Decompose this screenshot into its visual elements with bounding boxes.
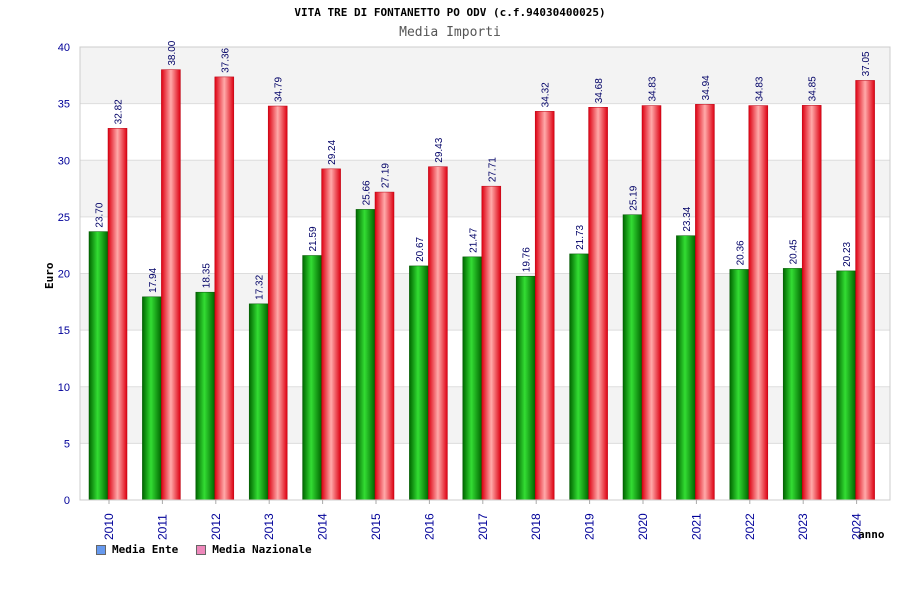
bar-media-ente xyxy=(836,270,856,501)
data-label-media-ente: 25.66 xyxy=(362,180,373,205)
data-label-media-nazionale: 37.36 xyxy=(220,47,231,72)
plot-border xyxy=(79,46,891,501)
x-tick-label: 2012 xyxy=(209,513,223,540)
x-tick-label: 2023 xyxy=(796,513,810,540)
x-tick-label: 2010 xyxy=(102,513,116,540)
y-tick-label: 10 xyxy=(58,382,70,394)
bar-media-ente xyxy=(782,268,803,501)
bar-media-nazionale xyxy=(695,104,715,501)
x-tick-label: 2014 xyxy=(316,513,330,540)
legend-swatch-media-ente xyxy=(96,544,106,555)
data-label-media-nazionale: 38.00 xyxy=(167,40,178,65)
bar-media-nazionale xyxy=(588,106,608,501)
bar-media-nazionale xyxy=(107,128,128,501)
data-label-media-ente: 21.73 xyxy=(575,224,586,249)
x-tick-label: 2013 xyxy=(262,513,276,540)
y-tick-label: 5 xyxy=(64,438,70,450)
data-label-media-ente: 23.70 xyxy=(95,202,106,227)
x-tick-label: 2024 xyxy=(850,513,864,540)
bar-media-ente xyxy=(302,255,322,501)
bar-media-ente xyxy=(622,214,643,501)
bar-media-nazionale xyxy=(428,166,448,501)
data-label-media-nazionale: 29.43 xyxy=(434,137,445,162)
bar-media-nazionale xyxy=(161,69,181,501)
y-tick-label: 0 xyxy=(64,495,70,507)
bar-media-ente xyxy=(195,291,216,501)
data-label-media-ente: 18.35 xyxy=(201,263,212,288)
bar-media-nazionale xyxy=(481,185,502,501)
legend-item-media-ente: Media Ente xyxy=(96,543,178,556)
bar-media-ente xyxy=(409,265,429,501)
legend-label-media-ente: Media Ente xyxy=(112,543,179,556)
data-label-media-nazionale: 34.85 xyxy=(808,76,819,101)
bar-media-nazionale xyxy=(534,111,555,501)
bar-media-ente xyxy=(142,296,162,501)
bar-media-nazionale xyxy=(321,168,341,501)
data-label-media-nazionale: 34.94 xyxy=(701,75,712,100)
x-tick-label: 2017 xyxy=(476,513,490,540)
bar-media-ente xyxy=(248,303,269,501)
data-label-media-ente: 19.76 xyxy=(522,247,533,272)
data-label-media-nazionale: 34.79 xyxy=(274,77,285,102)
legend: Media Ente Media Nazionale xyxy=(96,543,312,556)
bar-media-nazionale xyxy=(267,105,288,501)
data-label-media-nazionale: 34.68 xyxy=(594,78,605,103)
y-tick-label: 35 xyxy=(58,99,70,111)
data-label-media-ente: 21.59 xyxy=(308,226,319,251)
bar-media-nazionale xyxy=(374,191,395,501)
x-tick-label: 2016 xyxy=(422,513,436,540)
bar-media-ente xyxy=(462,256,483,501)
y-tick-label: 25 xyxy=(58,212,70,224)
data-label-media-ente: 20.45 xyxy=(789,239,800,264)
y-tick-label: 15 xyxy=(58,325,70,337)
x-tick-label: 2011 xyxy=(155,514,169,540)
data-label-media-ente: 25.19 xyxy=(629,185,640,210)
data-label-media-ente: 23.34 xyxy=(682,206,693,231)
data-label-media-nazionale: 34.32 xyxy=(541,82,552,107)
x-axis-label: anno xyxy=(858,528,885,541)
chart-title: VITA TRE DI FONTANETTO PO ODV (c.f.94030… xyxy=(294,6,606,19)
bar-media-ente xyxy=(729,269,750,501)
x-tick-label: 2018 xyxy=(529,513,543,540)
bar-media-nazionale xyxy=(855,80,875,501)
bar-media-ente xyxy=(88,231,109,501)
data-label-media-nazionale: 27.71 xyxy=(487,157,498,182)
y-tick-label: 20 xyxy=(58,269,70,281)
data-label-media-ente: 20.67 xyxy=(415,236,426,261)
bar-media-ente xyxy=(676,235,696,501)
data-label-media-ente: 17.94 xyxy=(148,267,159,292)
chart-subtitle: Media Importi xyxy=(399,25,501,40)
grid-band xyxy=(80,47,890,104)
bar-media-nazionale xyxy=(801,105,822,501)
data-label-media-ente: 20.23 xyxy=(842,241,853,266)
bar-media-ente xyxy=(515,275,536,501)
bar-media-ente xyxy=(569,253,589,501)
data-label-media-nazionale: 37.05 xyxy=(861,51,872,76)
data-label-media-nazionale: 29.24 xyxy=(327,139,338,164)
data-label-media-ente: 21.47 xyxy=(468,227,479,252)
data-label-media-nazionale: 34.83 xyxy=(754,76,765,101)
x-tick-label: 2021 xyxy=(689,513,703,540)
x-tick-label: 2020 xyxy=(636,513,650,540)
x-tick-label: 2022 xyxy=(743,513,757,540)
data-label-media-nazionale: 27.19 xyxy=(381,163,392,188)
data-label-media-nazionale: 32.82 xyxy=(114,99,125,124)
data-label-media-ente: 17.32 xyxy=(255,274,266,299)
legend-label-media-nazionale: Media Nazionale xyxy=(212,543,312,556)
y-tick-label: 30 xyxy=(58,155,70,167)
data-label-media-nazionale: 34.83 xyxy=(648,76,659,101)
data-label-media-ente: 20.36 xyxy=(735,240,746,265)
legend-swatch-media-nazionale xyxy=(196,544,207,555)
legend-item-media-nazionale: Media Nazionale xyxy=(196,543,312,556)
bar-media-ente xyxy=(355,209,376,501)
y-tick-label: 40 xyxy=(58,42,70,54)
x-tick-label: 2019 xyxy=(583,513,597,540)
bar-media-nazionale xyxy=(748,105,769,501)
x-tick-label: 2015 xyxy=(369,513,383,540)
bar-media-nazionale xyxy=(641,105,662,501)
bar-media-nazionale xyxy=(214,76,235,501)
